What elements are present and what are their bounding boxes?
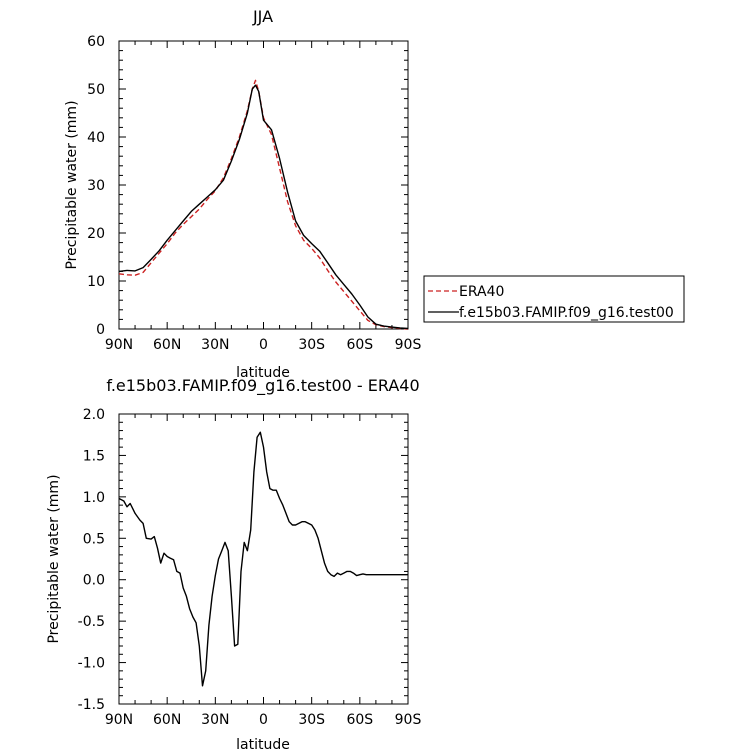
bottom-y-tick-labels: -1.5 -1.0 -0.5 0.0 0.5 1.0 1.5 2.0: [78, 407, 105, 713]
bottom-panel: f.e15b03.FAMIP.f09_g16.test00 - ERA40 90…: [46, 376, 421, 753]
legend: ERA40 f.e15b03.FAMIP.f09_g16.test00: [423, 275, 685, 323]
y-tick-label: 0.5: [83, 531, 105, 547]
bottom-y-axis-label: Precipitable water (mm): [46, 474, 62, 643]
y-tick-label: 30: [87, 178, 105, 194]
x-tick-label: 30N: [201, 337, 229, 353]
top-axis-ticks: [118, 40, 409, 330]
y-tick-label: 10: [87, 274, 105, 290]
series-line-0: [118, 79, 409, 330]
y-tick-label: 0: [96, 322, 105, 338]
top-plot-frame: [118, 40, 409, 330]
top-chart-title: JJA: [252, 7, 273, 26]
y-tick-label: -1.0: [78, 656, 105, 672]
top-y-tick-labels: 0 10 20 30 40 50 60: [87, 34, 105, 338]
top-series-lines: [118, 79, 409, 330]
legend-box: [423, 275, 685, 323]
x-tick-label: 30S: [298, 337, 325, 353]
y-tick-label: 20: [87, 226, 105, 242]
y-tick-label: 1.5: [83, 448, 105, 464]
x-tick-label: 30S: [298, 712, 325, 728]
x-tick-label: 60N: [153, 712, 181, 728]
x-tick-label: 90N: [105, 712, 133, 728]
legend-label-era40: ERA40: [459, 284, 504, 300]
x-tick-label: 60N: [153, 337, 181, 353]
bottom-series-lines: [118, 431, 408, 687]
x-tick-label: 0: [259, 712, 268, 728]
series-line-0: [118, 431, 408, 687]
x-tick-label: 30N: [201, 712, 229, 728]
x-tick-label: 60S: [346, 712, 373, 728]
y-tick-label: -0.5: [78, 614, 105, 630]
x-tick-label: 60S: [346, 337, 373, 353]
top-x-axis-label: latitude: [236, 365, 290, 381]
bottom-chart-title: f.e15b03.FAMIP.f09_g16.test00 - ERA40: [106, 376, 419, 396]
y-tick-label: 50: [87, 82, 105, 98]
bottom-x-tick-labels: 90N 60N 30N 0 30S 60S 90S: [105, 712, 422, 728]
y-tick-label: 40: [87, 130, 105, 146]
top-panel: JJA 90N 60N 30N 0 30S 60S 90S 0 10 20 30 40 50 60 la…: [64, 7, 421, 381]
bottom-x-axis-label: latitude: [236, 737, 290, 753]
x-tick-label: 90N: [105, 337, 133, 353]
bottom-axis-ticks: [118, 413, 409, 705]
top-x-tick-labels: 90N 60N 30N 0 30S 60S 90S: [105, 337, 422, 353]
top-y-axis-label: Precipitable water (mm): [64, 100, 80, 269]
x-tick-label: 0: [259, 337, 268, 353]
series-line-1: [118, 84, 409, 330]
y-tick-label: 60: [87, 34, 105, 50]
y-tick-label: -1.5: [78, 697, 105, 713]
y-tick-label: 0.0: [83, 573, 105, 589]
x-tick-label: 90S: [395, 712, 422, 728]
x-tick-label: 90S: [395, 337, 422, 353]
y-tick-label: 1.0: [83, 490, 105, 506]
y-tick-label: 2.0: [83, 407, 105, 423]
legend-label-model: f.e15b03.FAMIP.f09_g16.test00: [459, 305, 674, 321]
